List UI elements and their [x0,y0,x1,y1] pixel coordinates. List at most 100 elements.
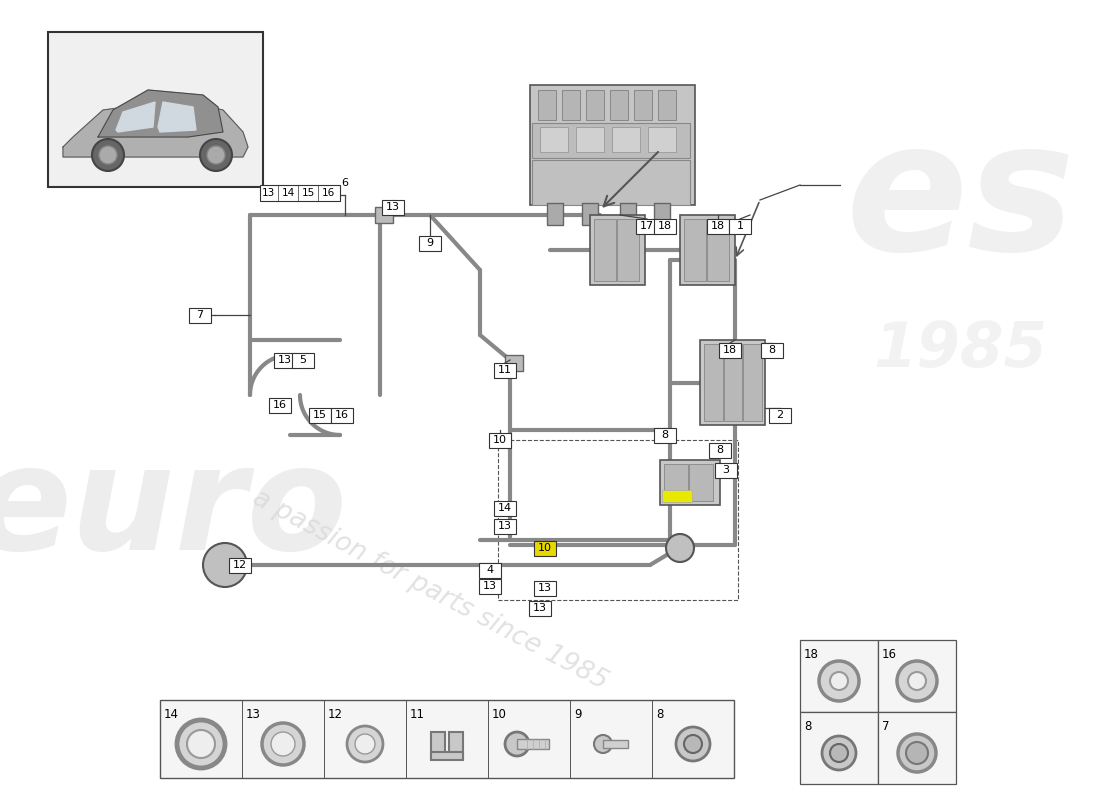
Text: es: es [845,112,1075,288]
Bar [529,601,551,615]
Text: 1: 1 [737,221,744,231]
Circle shape [271,732,295,756]
Bar [534,541,556,555]
Bar [431,752,463,760]
Text: 13: 13 [386,202,400,212]
Circle shape [896,661,937,701]
Bar [761,342,783,358]
Bar [494,518,516,534]
Bar [538,90,556,120]
Text: 13: 13 [262,188,275,198]
Bar [800,640,878,712]
Circle shape [99,146,117,164]
Bar [617,219,639,281]
Bar [603,740,628,748]
Bar [48,32,263,187]
Circle shape [822,736,856,770]
Polygon shape [63,100,248,157]
Text: 13: 13 [483,581,497,591]
Text: 3: 3 [723,465,729,475]
Bar [309,407,331,422]
Bar [260,185,340,201]
Circle shape [594,735,612,753]
Circle shape [204,543,248,587]
Bar [729,218,751,234]
Text: 8: 8 [661,430,669,440]
Text: 7: 7 [882,720,890,733]
Text: 15: 15 [314,410,327,420]
Bar [769,407,791,422]
Circle shape [355,734,375,754]
Text: 18: 18 [658,221,672,231]
Bar [449,732,463,758]
Bar [610,90,628,120]
Text: 11: 11 [410,708,425,721]
Text: 13: 13 [498,521,512,531]
Text: euro: euro [0,439,348,581]
Text: 10: 10 [493,435,507,445]
Text: 8: 8 [804,720,812,733]
Circle shape [830,744,848,762]
Text: 16: 16 [882,648,896,661]
Text: 7: 7 [197,310,204,320]
Bar [490,433,512,447]
Text: 13: 13 [246,708,261,721]
Bar [707,219,729,281]
Text: 16: 16 [273,400,287,410]
Polygon shape [116,102,155,132]
Text: 10: 10 [538,543,552,553]
Circle shape [676,727,710,761]
Text: 2: 2 [777,410,783,420]
Bar [684,219,706,281]
Text: 10: 10 [492,708,507,721]
Bar [530,85,695,205]
Bar [229,558,251,573]
Text: 14: 14 [164,708,179,721]
Bar [505,355,522,371]
Bar [654,203,670,225]
Bar [540,127,568,152]
Circle shape [908,672,926,690]
Bar [660,460,720,505]
Circle shape [262,723,304,765]
Bar [576,127,604,152]
Circle shape [177,720,225,768]
Bar [586,90,604,120]
Circle shape [187,730,214,758]
Polygon shape [98,90,223,137]
Bar [547,203,563,225]
Bar [534,581,556,595]
Text: 6: 6 [341,178,349,188]
Text: 16: 16 [336,410,349,420]
Bar [532,160,690,205]
Text: 13: 13 [278,355,292,365]
Text: 11: 11 [498,365,512,375]
Bar [419,235,441,250]
Bar [331,407,353,422]
Bar [636,218,658,234]
Bar [517,739,549,749]
Bar [658,90,676,120]
Bar [292,353,313,367]
Bar [878,640,956,712]
Bar [375,207,393,223]
Bar [654,427,676,442]
Circle shape [898,734,936,772]
Bar [189,307,211,322]
Polygon shape [158,102,196,132]
Bar [664,464,688,501]
Bar [700,340,764,425]
Text: 5: 5 [299,355,307,365]
Bar [689,464,713,501]
Bar [582,203,598,225]
Bar [662,490,692,502]
Text: 16: 16 [321,188,334,198]
Text: 9: 9 [427,238,433,248]
Bar [478,578,500,594]
Text: 8: 8 [769,345,776,355]
Text: 18: 18 [804,648,818,661]
Circle shape [207,146,226,164]
Bar [612,127,640,152]
Text: 9: 9 [574,708,582,721]
Circle shape [92,139,124,171]
